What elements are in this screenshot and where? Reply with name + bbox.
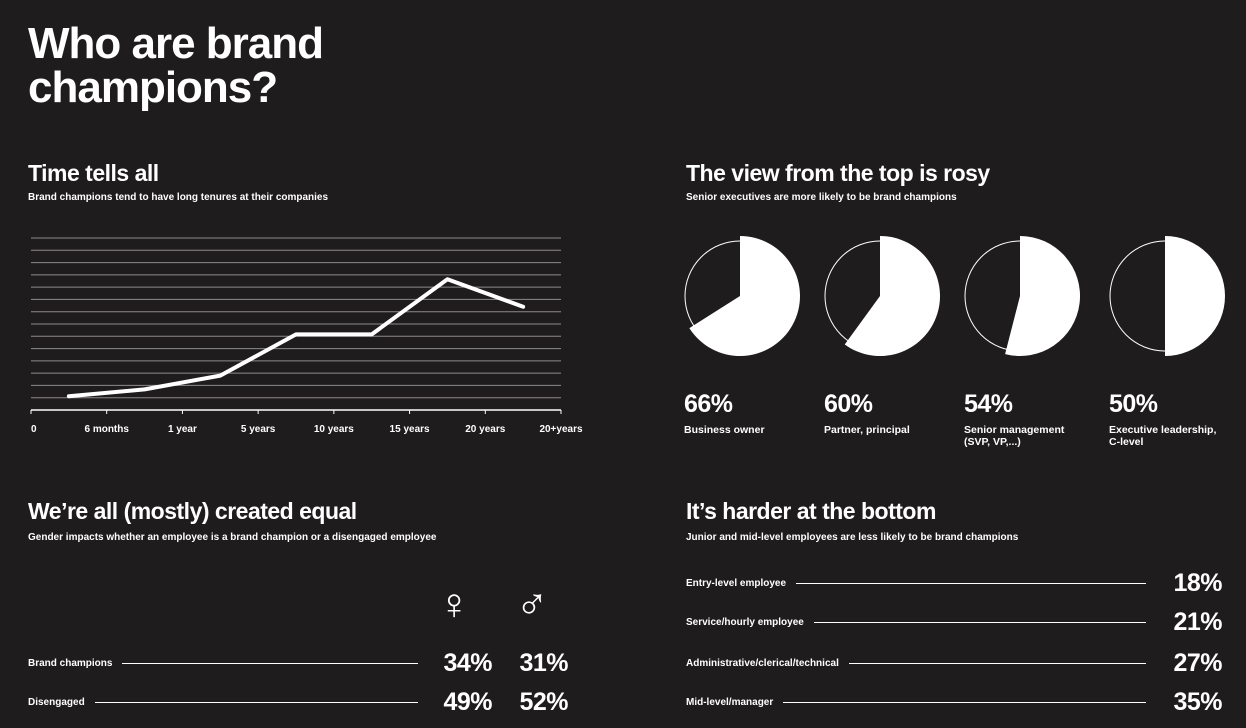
- pie-percentage: 50%: [1109, 390, 1158, 418]
- level-row-label: Mid-level/manager: [686, 696, 774, 708]
- female-icon: ♀: [437, 580, 471, 629]
- level-row: Entry-level employee 18%: [686, 568, 1223, 598]
- tenure-subtitle: Brand champions tend to have long tenure…: [28, 192, 329, 203]
- leader-line: [783, 701, 1146, 703]
- x-tick-label: 6 months: [84, 424, 129, 435]
- pie-label: Executive leadership, C-level: [1109, 424, 1217, 448]
- pie-percentage: 60%: [824, 390, 873, 418]
- x-tick-label: 1 year: [168, 424, 197, 435]
- male-value: 52%: [519, 687, 568, 716]
- level-row-value: 21%: [1173, 607, 1222, 636]
- page-title: Who are brand champions?: [28, 19, 324, 112]
- x-tick-label: 20+years: [539, 424, 583, 435]
- gender-row-champions: Brand champions 34% 31%: [28, 648, 569, 678]
- gender-row-disengaged: Disengaged 49% 52%: [28, 687, 569, 717]
- x-tick-label: 5 years: [241, 424, 276, 435]
- male-icon: ♂: [515, 580, 549, 629]
- level-row-label: Entry-level employee: [686, 577, 787, 589]
- level-row-value: 27%: [1173, 648, 1222, 677]
- level-subtitle: Junior and mid-level employees are less …: [686, 532, 1019, 543]
- pie-item: 66% Business owner: [680, 228, 815, 458]
- male-value: 31%: [519, 648, 568, 677]
- level-row: Mid-level/manager 35%: [686, 687, 1223, 717]
- pie-item: 50% Executive leadership, C-level: [1105, 228, 1240, 458]
- x-tick-label: 15 years: [390, 424, 430, 435]
- leader-line: [848, 662, 1146, 664]
- pie-percentage: 66%: [684, 390, 733, 418]
- gender-subtitle: Gender impacts whether an employee is a …: [28, 532, 437, 543]
- level-row-label: Administrative/clerical/technical: [686, 657, 839, 669]
- level-row-label: Service/hourly employee: [686, 616, 804, 628]
- pie-label: Business owner: [684, 424, 765, 436]
- pie-chart: [964, 236, 1081, 356]
- pie-chart: [1109, 236, 1225, 356]
- x-tick-label: 20 years: [465, 424, 505, 435]
- pie-percentage: 54%: [964, 390, 1013, 418]
- level-row: Administrative/clerical/technical 27%: [686, 648, 1223, 678]
- gender-title: We’re all (mostly) created equal: [28, 498, 357, 524]
- female-value: 49%: [443, 687, 492, 716]
- tenure-title: Time tells all: [28, 160, 159, 186]
- level-row-value: 18%: [1173, 568, 1222, 597]
- gender-row-label: Disengaged: [28, 696, 85, 708]
- pie-label: Senior management (SVP, VP,...): [964, 424, 1065, 448]
- pie-chart: [824, 236, 940, 356]
- x-tick-label: 0: [31, 424, 37, 435]
- pie-slice: [1165, 236, 1225, 356]
- leader-line: [813, 621, 1146, 623]
- pie-slice: [1005, 236, 1081, 356]
- seniority-title: The view from the top is rosy: [686, 160, 990, 186]
- gender-row-label: Brand champions: [28, 657, 113, 669]
- level-title: It’s harder at the bottom: [686, 498, 936, 524]
- seniority-pie-charts: 66% Business owner 60% Partner, principal 54…: [680, 228, 1240, 458]
- pie-slice: [689, 236, 800, 356]
- leader-line: [94, 701, 418, 703]
- pie-item: 54% Senior management (SVP, VP,...): [960, 228, 1095, 458]
- pie-chart: [684, 236, 800, 356]
- x-tick-label: 10 years: [314, 424, 354, 435]
- tenure-series-line: [66, 277, 526, 399]
- leader-line: [122, 662, 418, 664]
- pie-item: 60% Partner, principal: [820, 228, 955, 458]
- level-row: Service/hourly employee 21%: [686, 607, 1223, 637]
- tenure-line-chart: 0 6 months 1 year 5 years 10 years 15 years 20…: [30, 237, 583, 435]
- leader-line: [796, 582, 1146, 584]
- female-value: 34%: [443, 648, 492, 677]
- pie-label: Partner, principal: [824, 424, 910, 436]
- seniority-subtitle: Senior executives are more likely to be …: [686, 192, 957, 203]
- pie-slice: [844, 236, 940, 356]
- level-row-value: 35%: [1173, 687, 1222, 716]
